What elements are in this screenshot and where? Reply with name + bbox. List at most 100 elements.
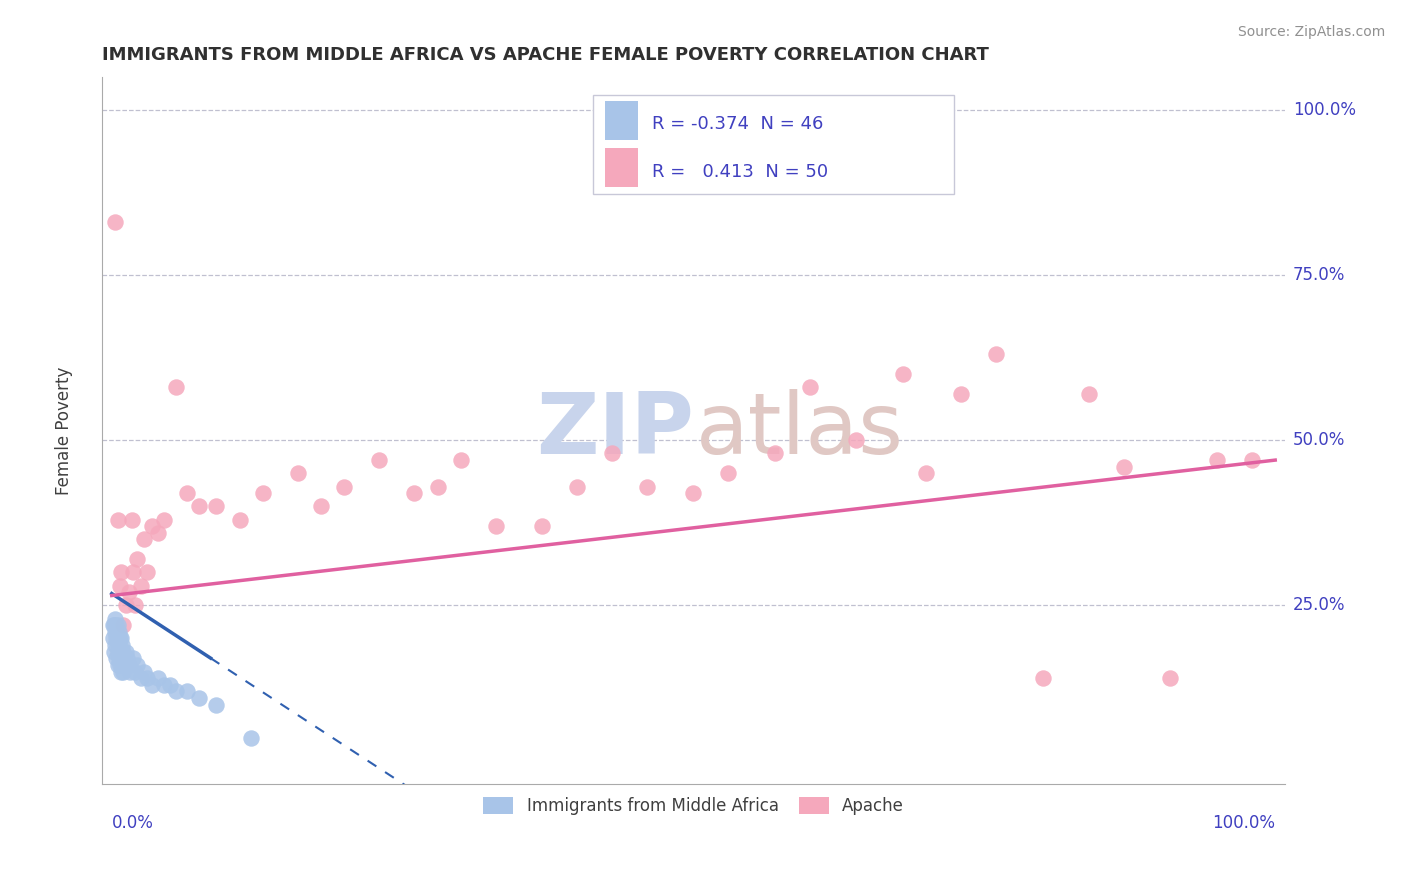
- Point: [121, 566, 143, 580]
- Point: [111, 638, 134, 652]
- Point: [228, 512, 250, 526]
- Text: atlas: atlas: [696, 389, 904, 472]
- Point: [153, 678, 176, 692]
- Point: [105, 651, 128, 665]
- Point: [107, 645, 129, 659]
- Point: [148, 671, 170, 685]
- Point: [105, 632, 128, 646]
- Point: [915, 467, 938, 481]
- Point: [485, 519, 508, 533]
- Point: [124, 599, 146, 613]
- Point: [134, 665, 156, 679]
- Point: [891, 368, 914, 382]
- Point: [104, 638, 127, 652]
- Point: [118, 657, 141, 672]
- Point: [950, 387, 973, 401]
- Point: [108, 579, 131, 593]
- Point: [148, 525, 170, 540]
- FancyBboxPatch shape: [593, 95, 953, 194]
- Text: 75.0%: 75.0%: [1294, 266, 1346, 284]
- Point: [141, 678, 163, 692]
- Point: [104, 624, 127, 639]
- Point: [188, 690, 211, 705]
- Point: [121, 512, 143, 526]
- Point: [205, 698, 228, 712]
- Point: [176, 684, 198, 698]
- Point: [135, 671, 157, 685]
- Point: [111, 651, 134, 665]
- Point: [240, 731, 263, 745]
- Point: [309, 500, 332, 514]
- Point: [141, 519, 163, 533]
- Point: [799, 380, 821, 394]
- Point: [845, 434, 868, 448]
- Point: [112, 618, 135, 632]
- Point: [565, 479, 588, 493]
- Point: [118, 585, 141, 599]
- Text: Source: ZipAtlas.com: Source: ZipAtlas.com: [1237, 25, 1385, 39]
- Point: [1206, 453, 1229, 467]
- Point: [120, 665, 142, 679]
- Point: [107, 618, 129, 632]
- Point: [110, 665, 132, 679]
- Point: [107, 512, 129, 526]
- Point: [984, 347, 1007, 361]
- Point: [682, 486, 704, 500]
- Point: [1078, 387, 1101, 401]
- Point: [205, 500, 228, 514]
- Text: 100.0%: 100.0%: [1212, 814, 1275, 832]
- Point: [124, 665, 146, 679]
- Point: [108, 657, 131, 672]
- Point: [101, 618, 124, 632]
- Point: [107, 632, 129, 646]
- Point: [531, 519, 554, 533]
- Text: Female Poverty: Female Poverty: [55, 367, 73, 494]
- Point: [165, 380, 187, 394]
- Point: [426, 479, 449, 493]
- Point: [252, 486, 274, 500]
- Point: [107, 651, 129, 665]
- Point: [107, 657, 129, 672]
- Point: [112, 665, 135, 679]
- Point: [114, 599, 136, 613]
- Point: [1160, 671, 1182, 685]
- Point: [717, 467, 740, 481]
- Point: [1240, 453, 1263, 467]
- Text: ZIP: ZIP: [536, 389, 693, 472]
- Point: [159, 678, 181, 692]
- Point: [107, 638, 129, 652]
- Point: [108, 632, 131, 646]
- Text: 25.0%: 25.0%: [1294, 597, 1346, 615]
- Point: [110, 566, 132, 580]
- Point: [104, 215, 127, 229]
- Point: [450, 453, 472, 467]
- Text: 100.0%: 100.0%: [1294, 101, 1355, 119]
- Point: [636, 479, 658, 493]
- Text: R = -0.374  N = 46: R = -0.374 N = 46: [652, 115, 824, 133]
- Point: [107, 624, 129, 639]
- Legend: Immigrants from Middle Africa, Apache: Immigrants from Middle Africa, Apache: [477, 790, 911, 822]
- Point: [333, 479, 356, 493]
- Point: [1031, 671, 1053, 685]
- Point: [127, 657, 149, 672]
- Text: R =   0.413  N = 50: R = 0.413 N = 50: [652, 162, 828, 181]
- Point: [114, 657, 136, 672]
- Point: [165, 684, 187, 698]
- Point: [101, 632, 124, 646]
- Point: [121, 651, 143, 665]
- Text: IMMIGRANTS FROM MIDDLE AFRICA VS APACHE FEMALE POVERTY CORRELATION CHART: IMMIGRANTS FROM MIDDLE AFRICA VS APACHE …: [103, 46, 990, 64]
- Point: [404, 486, 426, 500]
- FancyBboxPatch shape: [605, 101, 638, 140]
- Point: [134, 533, 156, 547]
- Point: [105, 618, 128, 632]
- Point: [287, 467, 309, 481]
- Point: [103, 645, 125, 659]
- Point: [112, 645, 135, 659]
- Point: [188, 500, 211, 514]
- Point: [129, 579, 152, 593]
- Point: [115, 651, 138, 665]
- Point: [104, 612, 127, 626]
- Point: [176, 486, 198, 500]
- Point: [103, 618, 125, 632]
- FancyBboxPatch shape: [605, 148, 638, 187]
